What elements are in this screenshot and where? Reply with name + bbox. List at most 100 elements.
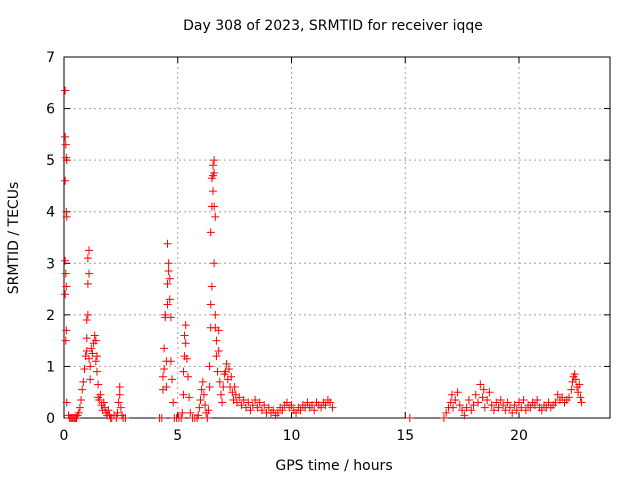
data-point	[303, 398, 312, 407]
y-tick-label: 7	[46, 50, 55, 66]
data-point	[321, 401, 330, 410]
data-point	[287, 401, 296, 410]
data-point	[565, 393, 574, 402]
data-point	[205, 362, 214, 371]
y-tick-label: 2	[46, 308, 55, 324]
data-point	[94, 380, 103, 389]
y-tick-label: 0	[46, 411, 55, 427]
data-point	[512, 406, 521, 415]
data-point	[90, 331, 99, 340]
data-point	[85, 354, 94, 363]
x-tick-label: 0	[60, 428, 69, 444]
data-point	[464, 395, 473, 404]
data-point	[61, 132, 70, 141]
data-point	[227, 372, 236, 381]
data-point	[235, 393, 244, 402]
data-point	[577, 398, 586, 407]
data-point	[296, 406, 305, 415]
data-point	[92, 352, 101, 361]
data-point	[307, 401, 316, 410]
data-point	[570, 370, 579, 379]
data-point	[83, 310, 92, 319]
data-point	[160, 365, 169, 374]
data-point	[121, 414, 130, 422]
data-point	[165, 274, 174, 283]
data-point	[164, 259, 173, 268]
data-point	[214, 346, 223, 355]
data-point	[248, 401, 257, 410]
data-point	[62, 282, 71, 291]
data-point	[80, 365, 89, 374]
data-point	[537, 406, 546, 415]
data-point	[496, 395, 505, 404]
data-point	[179, 390, 188, 399]
data-point	[96, 390, 105, 399]
data-point	[442, 408, 451, 417]
x-tick-label: 5	[173, 428, 182, 444]
data-point	[204, 406, 213, 415]
data-point	[503, 398, 512, 407]
data-point	[230, 383, 239, 392]
data-point	[61, 176, 70, 185]
data-point	[246, 406, 255, 415]
data-point	[82, 346, 91, 355]
data-point	[183, 372, 192, 381]
data-point	[326, 398, 335, 407]
data-point	[75, 403, 84, 412]
data-point	[567, 385, 576, 394]
data-point	[455, 401, 464, 410]
data-point	[186, 408, 195, 417]
data-point	[508, 408, 517, 417]
data-point	[449, 403, 458, 412]
data-point	[161, 310, 170, 319]
data-point	[157, 414, 166, 422]
data-point	[510, 401, 519, 410]
data-point	[177, 414, 186, 422]
y-axis-label: SRMTID / TECUs	[6, 182, 22, 295]
data-point	[209, 187, 218, 196]
data-point	[474, 398, 483, 407]
data-point	[87, 344, 96, 353]
data-point	[460, 411, 469, 420]
data-point	[216, 390, 225, 399]
y-tick-label: 5	[46, 153, 55, 169]
data-point	[239, 395, 248, 404]
data-point	[521, 406, 530, 415]
data-point	[489, 406, 498, 415]
data-point	[82, 316, 91, 325]
data-point	[185, 393, 194, 402]
data-point	[62, 156, 71, 165]
data-point	[505, 403, 514, 412]
data-point	[244, 398, 253, 407]
data-point	[576, 393, 585, 402]
data-point	[533, 395, 542, 404]
data-point	[224, 365, 233, 374]
data-point	[218, 398, 227, 407]
data-point	[165, 295, 174, 304]
data-point	[210, 202, 219, 211]
data-point	[85, 246, 94, 255]
data-point	[269, 406, 278, 415]
data-point	[206, 300, 215, 309]
data-point	[260, 401, 269, 410]
data-point	[82, 334, 91, 343]
x-tick-label: 20	[510, 428, 528, 444]
data-point	[530, 401, 539, 410]
data-point	[480, 403, 489, 412]
data-point	[199, 390, 208, 399]
data-point	[282, 398, 291, 407]
data-point	[61, 86, 70, 95]
data-point	[91, 336, 100, 345]
data-point	[210, 259, 219, 268]
data-point	[483, 395, 492, 404]
data-point	[114, 398, 123, 407]
data-point	[405, 414, 414, 422]
data-point	[164, 267, 173, 276]
data-point	[253, 403, 262, 412]
data-point	[201, 401, 210, 410]
data-point	[92, 367, 101, 376]
data-point	[211, 310, 220, 319]
data-point	[215, 377, 224, 386]
data-point	[158, 372, 167, 381]
